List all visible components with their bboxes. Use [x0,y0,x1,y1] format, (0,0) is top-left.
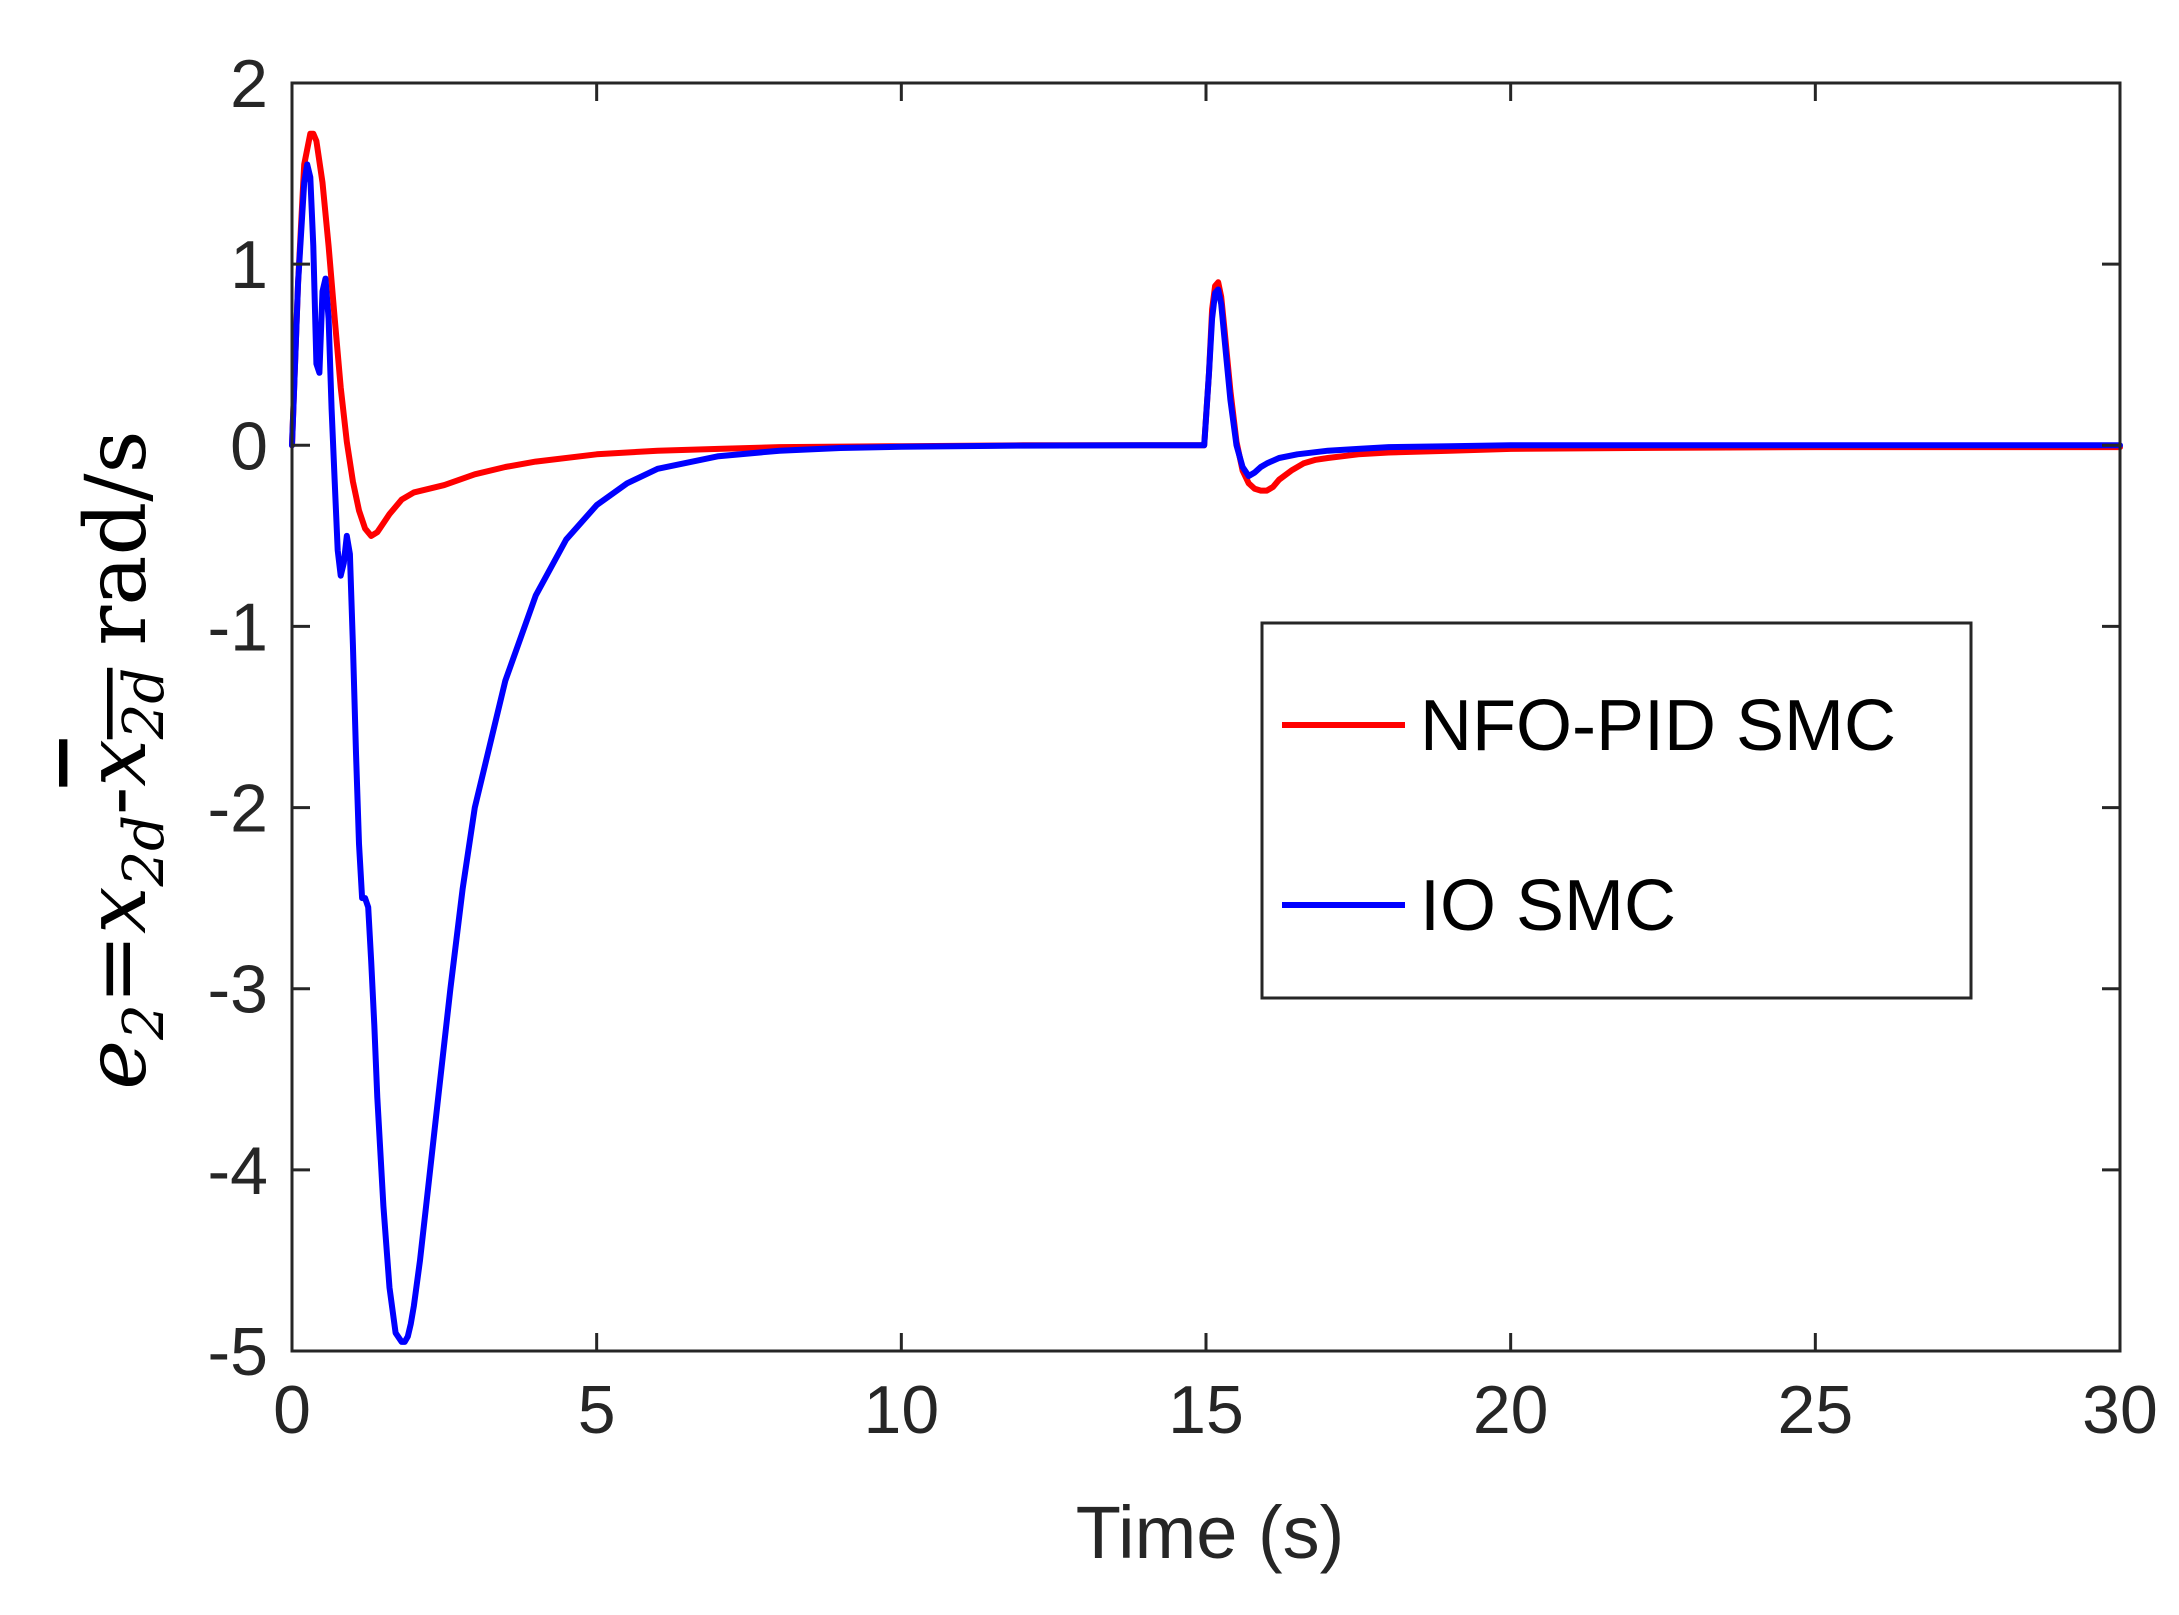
y-axis-e: e [67,1040,165,1090]
legend-box [1260,621,1973,1000]
y-axis-x: x [67,887,165,934]
x-tick-label: 15 [1168,1372,1244,1448]
y-axis-dash: - [67,787,165,815]
x-axis-title: Time (s) [1076,1491,1345,1574]
y-tick-label: -1 [208,589,268,665]
y-tick-label: 0 [230,408,268,484]
y-axis-title: e2=x2d-x2drad/s [67,430,177,1089]
x-tick-labels: 0 5 10 15 20 25 30 [273,1372,2158,1448]
y-tick-label: -4 [208,1133,268,1209]
y-axis-xbar-sub: 2d [112,668,177,740]
y-tick-labels: 2 1 0 -1 -2 -3 -4 -5 [208,46,268,1390]
y-axis-e-sub: 2 [112,1004,177,1041]
plot-frame [290,81,2122,1353]
x-tick-label: 10 [864,1372,940,1448]
y-tick-label: -2 [208,771,268,847]
y-tick-label: 1 [230,227,268,303]
series-line-io-smc [289,161,2123,1345]
legend-label-nfo-pid-smc: NFO-PID SMC [1420,686,1896,766]
legend: NFO-PID SMC IO SMC [1260,621,1973,1000]
x-tick-label: 25 [1778,1372,1854,1448]
y-axis-equals: = [67,934,165,1004]
series-layer [289,130,2123,1345]
y-tick-label: -3 [208,952,268,1028]
y-tick-label: -5 [208,1314,268,1390]
x-tick-label: 20 [1473,1372,1549,1448]
y-axis-unit: rad/s [67,430,165,645]
x-tick-label: 0 [273,1372,311,1448]
y-axis-x-sub: 2d [112,815,177,887]
x-tick-label: 30 [2082,1372,2158,1448]
legend-label-io-smc: IO SMC [1420,866,1676,946]
y-axis-xbar: x [67,739,165,786]
y-tick-label: 2 [230,46,268,122]
x-tick-label: 5 [578,1372,616,1448]
